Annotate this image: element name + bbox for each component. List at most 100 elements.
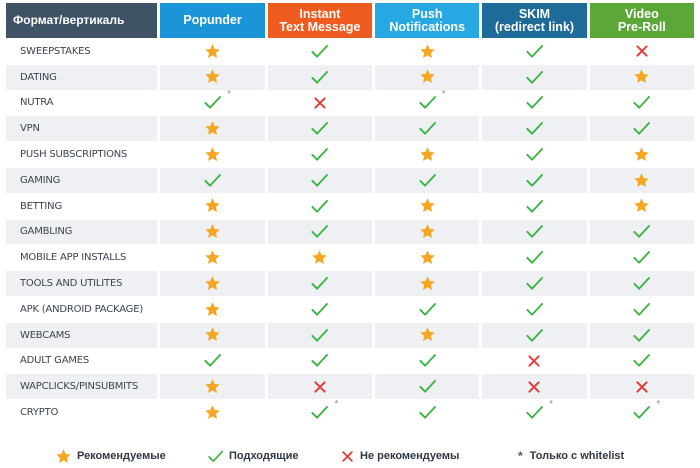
table-cell <box>157 295 265 322</box>
legend-suitable-label: Подходящие <box>229 450 299 462</box>
check-icon <box>418 300 437 319</box>
table-cell <box>479 38 587 64</box>
row-label: MOBILE APP INSTALLS <box>6 244 158 271</box>
table-cell <box>157 347 265 374</box>
check-icon <box>525 222 544 241</box>
table-cell <box>372 295 480 322</box>
table-cell <box>372 192 480 219</box>
table-cell: * <box>479 399 587 425</box>
check-icon <box>632 274 651 293</box>
cross-icon <box>634 42 650 60</box>
check-icon <box>525 42 544 61</box>
table-cell <box>372 166 480 193</box>
check-icon <box>310 351 329 370</box>
table-cell <box>372 115 480 142</box>
check-icon <box>310 171 329 190</box>
check-icon <box>525 274 544 293</box>
header-column-line: Video <box>624 6 659 21</box>
check-icon <box>310 145 329 164</box>
star-icon <box>204 404 221 422</box>
check-icon <box>418 377 437 396</box>
table-row: SWEEPSTAKES <box>6 38 694 64</box>
table-cell <box>479 295 587 322</box>
star-icon <box>204 120 221 138</box>
check-icon <box>632 222 651 241</box>
table-row: TOOLS AND UTILITES <box>6 270 694 296</box>
table-cell: * <box>157 89 265 116</box>
legend: Рекомендуемые Подходящие Не рекомендуемы… <box>0 446 700 466</box>
table-cell <box>157 192 265 219</box>
row-label: GAMING <box>6 166 158 193</box>
header-format-vertical: Формат/вертикаль <box>6 3 158 38</box>
table-body: SWEEPSTAKES DATING NUTRA * * VPN PUSH SUBSCRIP… <box>6 38 694 425</box>
cross-icon <box>312 378 328 396</box>
table-row: PUSH SUBSCRIPTIONS <box>6 141 694 167</box>
check-icon <box>310 274 329 293</box>
table-row: BETTING <box>6 192 694 219</box>
star-icon <box>204 326 221 344</box>
table-cell <box>264 141 373 167</box>
header-column-line: Instant <box>299 6 341 21</box>
table-cell <box>157 399 265 425</box>
header-column-2: Instant Text Message <box>264 3 373 38</box>
table-row: WAPCLICKS/PINSUBMITS <box>6 373 694 400</box>
row-label: WEBCAMS <box>6 321 158 348</box>
check-icon <box>632 119 651 138</box>
table-cell <box>479 321 587 348</box>
table-cell <box>264 166 373 193</box>
star-icon <box>419 223 436 241</box>
check-icon <box>310 42 329 61</box>
legend-not-recommended-label: Не рекомендуемы <box>360 450 460 462</box>
row-label: CRYPTO <box>6 399 158 425</box>
star-icon <box>204 300 221 318</box>
row-label: ADULT GAMES <box>6 347 158 374</box>
table-cell <box>479 166 587 193</box>
header-column-line: Text Message <box>279 19 361 34</box>
check-icon <box>207 448 224 465</box>
header-row: Формат/вертикаль Popunder Instant Text Mes… <box>6 3 694 38</box>
star-icon <box>204 146 221 164</box>
table-row: DATING <box>6 63 694 90</box>
check-icon <box>632 300 651 319</box>
header-column-line: Popunder <box>183 13 242 27</box>
check-icon <box>632 351 651 370</box>
table-cell <box>372 270 480 296</box>
star-icon <box>633 171 650 189</box>
star-icon <box>204 68 221 86</box>
row-label: VPN <box>6 115 158 142</box>
table-cell <box>372 373 480 400</box>
table-row: ADULT GAMES <box>6 347 694 374</box>
table-row: WEBCAMS <box>6 321 694 348</box>
table-cell <box>586 373 694 400</box>
table-cell <box>479 63 587 90</box>
header-column-5: Video Pre-Roll <box>586 3 694 38</box>
header-column-line: Notifications <box>389 19 466 34</box>
cross-icon <box>340 449 355 464</box>
star-icon <box>204 378 221 396</box>
row-label: SWEEPSTAKES <box>6 38 158 64</box>
table-cell <box>157 115 265 142</box>
header-column-3: Push Notifications <box>372 3 480 38</box>
check-icon <box>418 403 437 422</box>
table-cell <box>157 141 265 167</box>
check-icon <box>525 93 544 112</box>
check-icon: * <box>525 399 553 422</box>
table-cell <box>479 89 587 116</box>
star-icon <box>419 146 436 164</box>
check-icon: * <box>632 399 660 422</box>
check-icon <box>310 326 329 345</box>
check-icon <box>203 351 222 370</box>
star-icon <box>204 42 221 60</box>
table-cell <box>264 38 373 64</box>
check-icon <box>310 197 329 216</box>
header-column-line: Pre-Roll <box>617 19 666 34</box>
table-cell <box>264 347 373 374</box>
table-cell <box>479 347 587 374</box>
check-icon <box>632 326 651 345</box>
header-column-line: Push <box>411 6 443 21</box>
check-icon <box>525 248 544 267</box>
table-row: APK (ANDROID PACKAGE) <box>6 295 694 322</box>
star-icon <box>204 197 221 215</box>
table-row: NUTRA * * <box>6 89 694 116</box>
table-cell <box>586 166 694 193</box>
